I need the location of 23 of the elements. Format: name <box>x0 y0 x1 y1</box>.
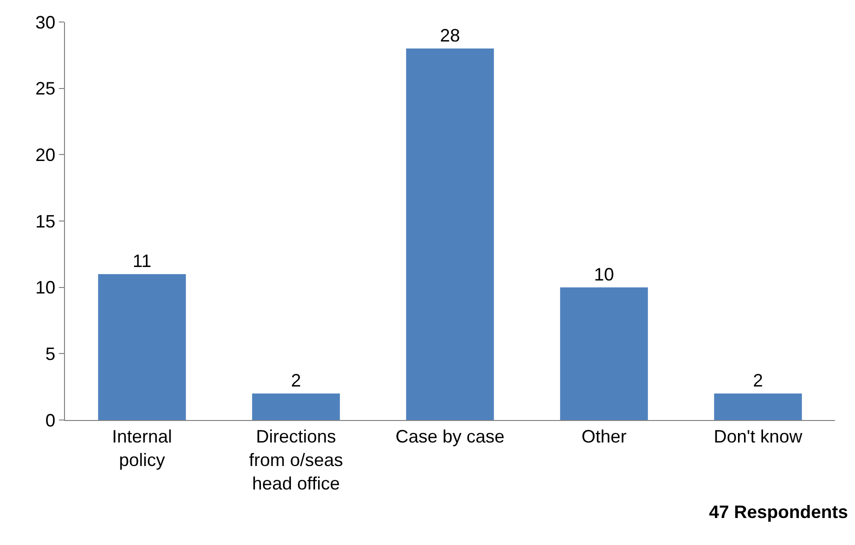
data-label: 11 <box>132 251 152 272</box>
x-tick-label: Internal policy <box>112 426 172 470</box>
bar <box>714 393 802 420</box>
bar <box>252 393 340 420</box>
y-tick-label: 25 <box>35 78 56 99</box>
x-tick-label: Other <box>581 426 627 447</box>
y-tick-label: 0 <box>45 410 56 430</box>
y-tick-label: 20 <box>35 144 56 165</box>
y-tick-label: 5 <box>45 344 56 364</box>
bar <box>560 287 648 420</box>
data-label: 2 <box>290 370 302 390</box>
bar <box>406 48 494 420</box>
x-tick-label: Directions from o/seas head office <box>248 426 344 494</box>
y-tick-label: 30 <box>35 12 56 32</box>
y-tick-label: 10 <box>35 278 56 298</box>
data-label: 10 <box>594 264 614 284</box>
y-tick-label: 15 <box>35 211 56 232</box>
x-tick-label: Case by case <box>395 426 505 447</box>
text: 47 Respondents <box>709 502 848 522</box>
data-label: 2 <box>752 370 764 390</box>
data-label: 28 <box>440 26 460 46</box>
x-tick-label: Don't know <box>714 426 804 447</box>
bar <box>98 274 186 420</box>
